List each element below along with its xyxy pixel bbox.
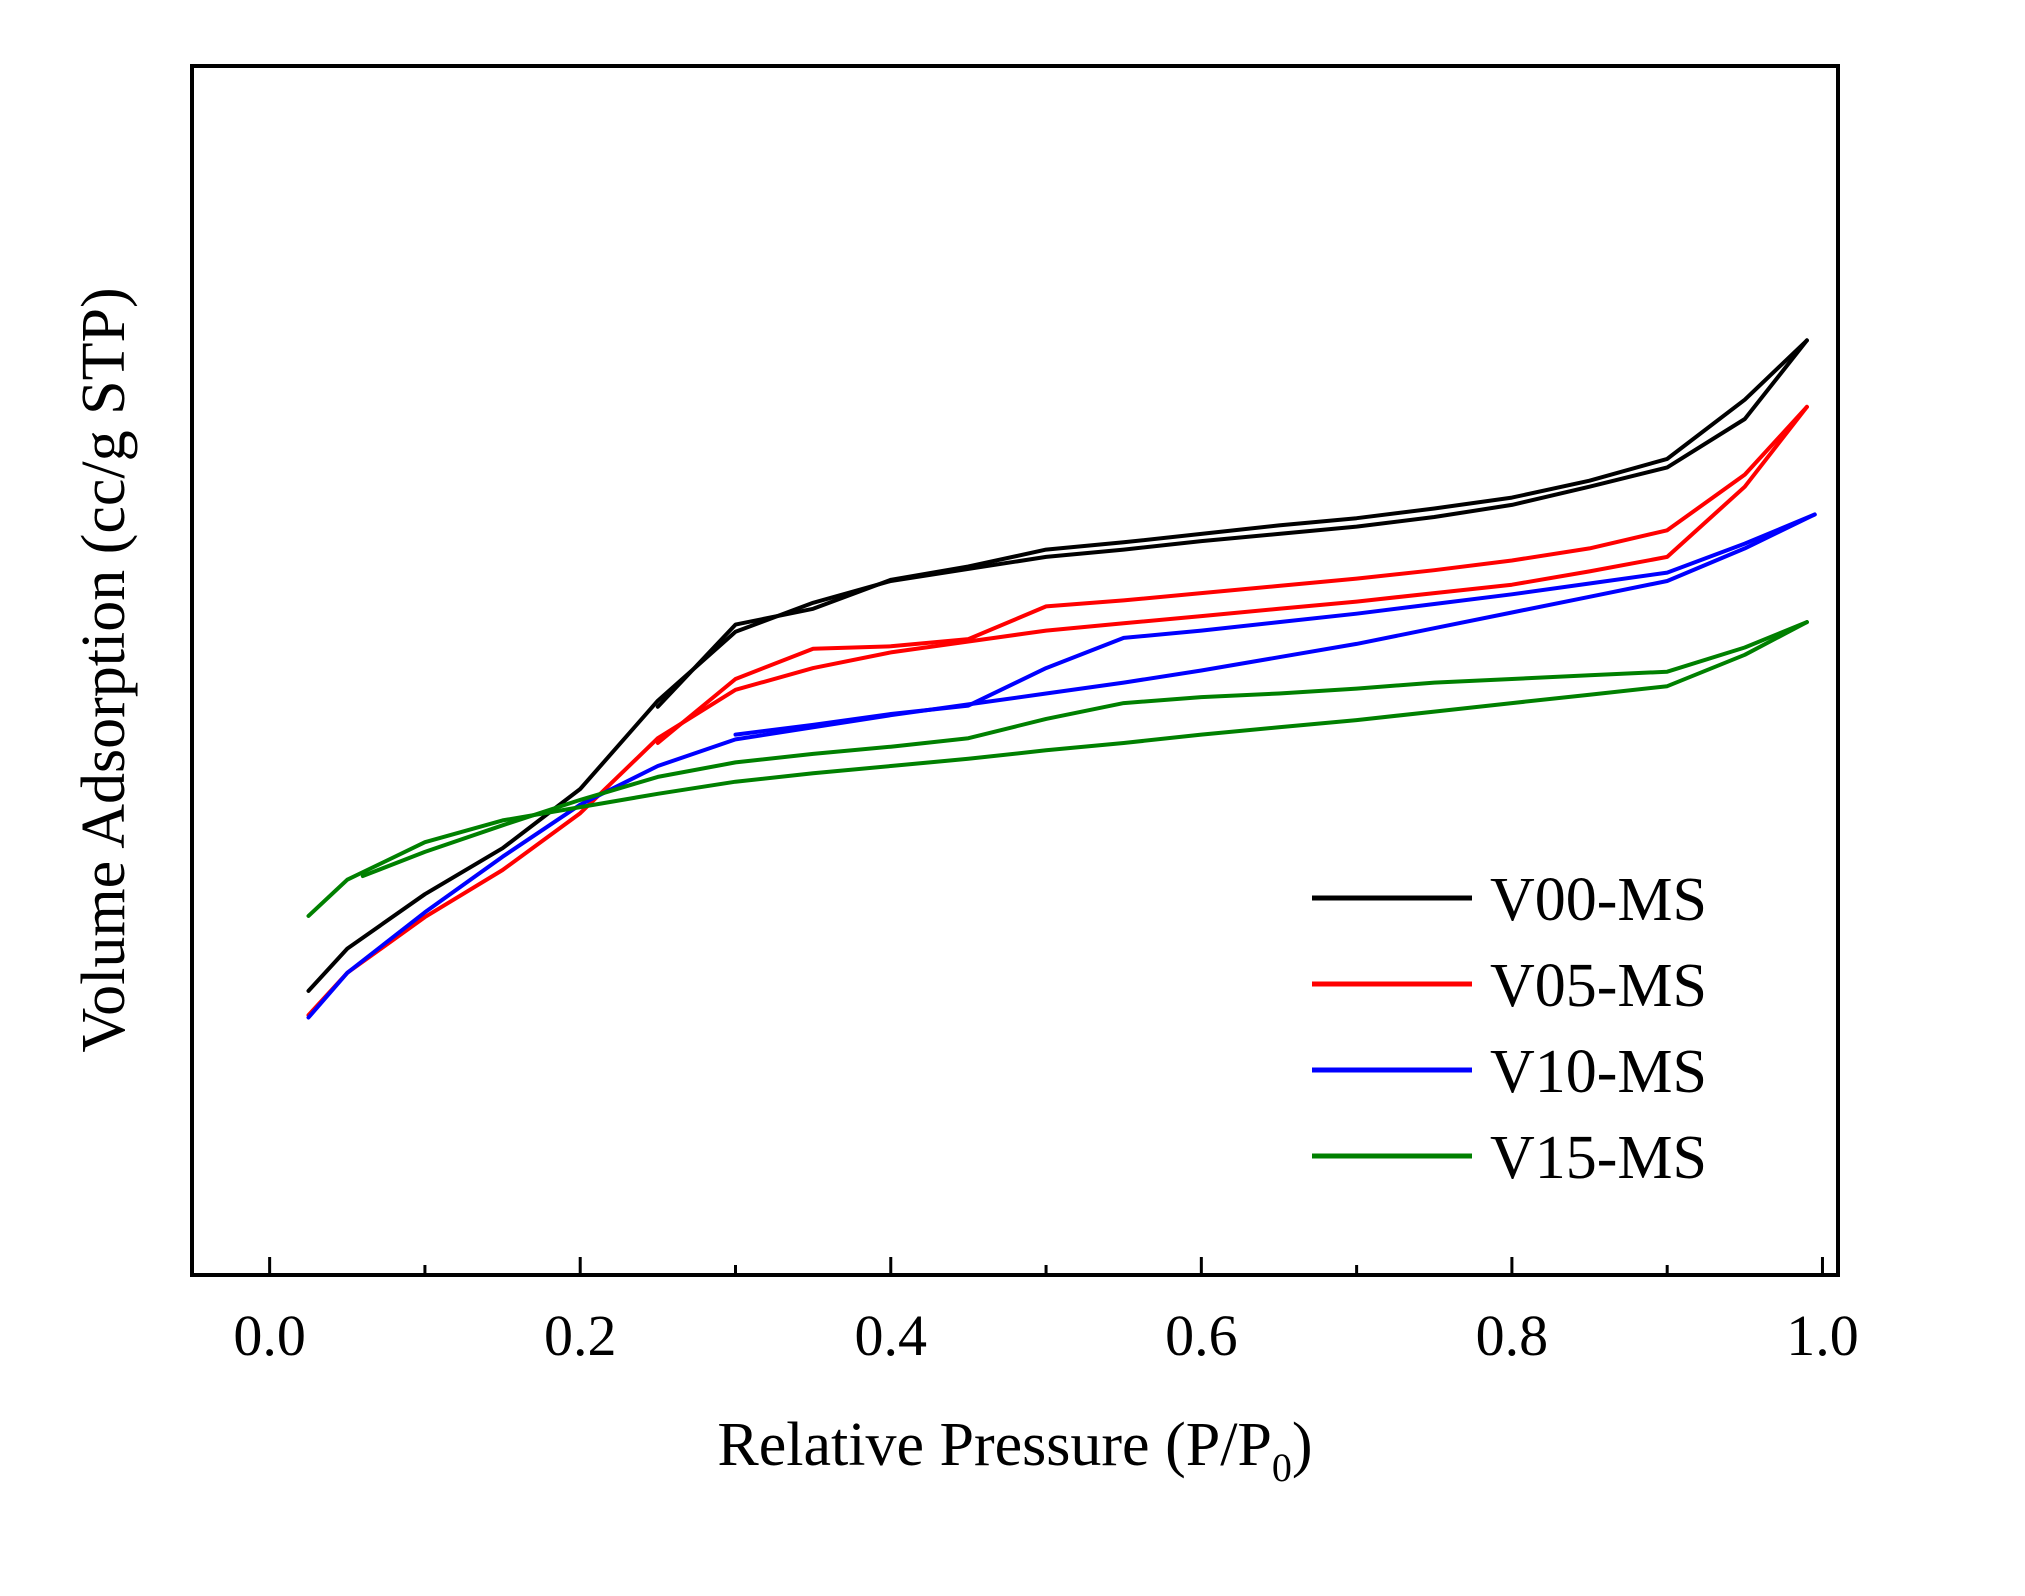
x-tick-label: 0.8	[1476, 1303, 1549, 1368]
plot-frame	[190, 64, 1840, 1277]
x-tick-label: 1.0	[1786, 1303, 1859, 1368]
legend-label-v15-ms: V15-MS	[1490, 1124, 1707, 1192]
series-v10-ms	[306, 512, 1817, 1020]
x-axis-label-main: Relative Pressure (P/P	[717, 1411, 1272, 1479]
x-axis-label: Relative Pressure (P/P0)	[717, 1411, 1312, 1490]
series-v15-ms	[306, 620, 1809, 918]
x-axis-tick-labels: 0.0 0.2 0.4 0.6 0.8 1.0	[233, 1303, 1858, 1368]
x-tick-label: 0.0	[233, 1303, 306, 1368]
x-tick-label: 0.6	[1165, 1303, 1238, 1368]
series-layer	[306, 338, 1817, 1020]
y-axis-label: Volume Adsorption (cc/g STP)	[70, 287, 138, 1052]
series-line-v15-ms-desorption	[360, 620, 1809, 878]
series-line-v00-ms-desorption	[655, 338, 1809, 709]
series-line-v10-ms-desorption	[733, 512, 1817, 737]
x-tick-label: 0.4	[855, 1303, 928, 1368]
series-line-v00-ms-adsorption	[306, 338, 1809, 993]
legend-label-v10-ms: V10-MS	[1490, 1038, 1707, 1106]
x-tick-label: 0.2	[544, 1303, 617, 1368]
legend-label-v00-ms: V00-MS	[1490, 866, 1707, 934]
legend: V00-MS V05-MS V10-MS V15-MS	[1312, 866, 1707, 1192]
legend-label-v05-ms: V05-MS	[1490, 952, 1707, 1020]
x-axis-label-subscript: 0	[1272, 1445, 1292, 1490]
series-v05-ms	[306, 404, 1809, 1018]
series-line-v10-ms-adsorption	[306, 512, 1817, 1020]
x-axis-label-close: )	[1292, 1411, 1313, 1479]
series-line-v05-ms-adsorption	[306, 404, 1809, 1018]
series-v00-ms	[306, 338, 1809, 993]
x-axis-ticks	[268, 1257, 1824, 1275]
series-line-v05-ms-desorption	[655, 404, 1809, 745]
